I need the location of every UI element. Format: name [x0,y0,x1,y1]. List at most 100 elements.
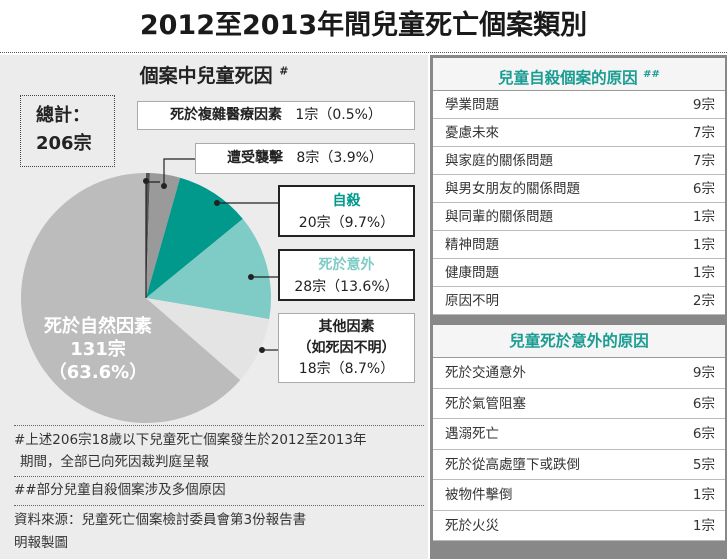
row-value: 9宗 [692,97,715,113]
table-row: 與同輩的關係問題 1宗 [433,203,725,231]
table-row: 憂慮未來 7宗 [433,119,725,147]
row-value: 1宗 [692,209,715,225]
table-row: 原因不明 2宗 [433,287,725,315]
leader-dot [259,347,265,353]
label-natural: 死於自然因素 131宗 （63.6%） [18,315,178,384]
table-row: 精神問題 1宗 [433,231,725,259]
pie-slice [146,298,270,381]
slice-name: 死於複雜醫療因素 [170,107,283,123]
row-value: 1宗 [692,237,715,253]
divider [14,505,424,506]
row-label: 健康問題 [445,265,499,281]
row-value: 7宗 [692,125,715,141]
slice-pct: （3.9%） [319,150,383,166]
table-row: 與家庭的關係問題 7宗 [433,147,725,175]
divider [14,425,424,426]
table-row: 死於火災 1宗 [433,511,725,541]
row-value: 2宗 [692,293,715,309]
leader-dot [248,274,254,280]
table-row: 被物件擊倒 1宗 [433,480,725,511]
table-header: 兒童死於意外的原因 [433,325,725,358]
row-label: 遇溺死亡 [445,426,499,442]
footnote: #上述206宗18歲以下兒童死亡個案發生於2012至2013年 [14,432,367,448]
row-value: 1宗 [692,517,715,534]
slice-name: 死於自然因素 [44,316,152,337]
table-title: 兒童自殺個案的原因 [498,69,638,88]
pie-slice [146,173,150,298]
row-value: 6宗 [692,181,715,197]
footnote-mark: ## [643,69,660,80]
chart-title-text: 個案中兒童死因 [139,65,273,87]
row-value: 9宗 [692,365,715,381]
row-label: 死於從高處墮下或跌倒 [445,456,580,473]
row-value: 1宗 [692,265,715,281]
row-value: 1宗 [692,487,715,503]
slice-count: 28宗 [294,279,327,295]
slice-name: 死於意外 [318,257,375,273]
row-value: 7宗 [692,153,715,169]
divider [0,52,727,53]
label-medical: 死於複雜醫療因素 1宗（0.5%） [137,101,415,130]
label-other: 其他因素 （如死因不明） 18宗（8.7%） [278,313,415,383]
row-label: 原因不明 [445,293,499,309]
row-value: 5宗 [692,456,715,473]
label-accident: 死於意外 28宗（13.6%） [278,249,415,301]
row-label: 精神問題 [445,237,499,253]
row-label: 死於火災 [445,517,499,534]
slice-pct: （8.7%） [330,361,395,377]
leader-line [163,158,195,186]
label-suicide: 自殺 20宗（9.7%） [278,185,415,237]
table-row: 與男女朋友的關係問題 6宗 [433,175,725,203]
divider [14,476,424,477]
suicide-table: 兒童自殺個案的原因 ## 學業問題 9宗憂慮未來 7宗與家庭的關係問題 7宗與男女朋友… [433,58,725,315]
table-row: 健康問題 1宗 [433,259,725,287]
row-label: 死於交通意外 [445,365,526,381]
page-title: 2012至2013年間兒童死亡個案類別 [139,10,588,41]
tables-panel: 兒童自殺個案的原因 ## 學業問題 9宗 憂慮未來 7宗 與家庭的關係問題 7宗 與男女朋友… [430,55,727,559]
pie-slice [146,177,243,298]
table-row: 死於氣管阻塞 6宗 [433,389,725,419]
accident-table: 兒童死於意外的原因 死於交通意外 9宗 死於氣管阻塞 6宗 遇溺死亡 6宗 死於從高處墮下或… [433,325,725,541]
slice-name: 自殺 [332,193,361,209]
pie-slice [146,218,271,320]
slice-sub: （如死因不明） [297,340,396,356]
total-label: 總計： [36,105,90,126]
source: 資料來源：兒童死亡個案檢討委員會第3份報告書 [14,512,307,528]
table-row: 遇溺死亡 6宗 [433,419,725,450]
footnote-mark: # [279,64,289,78]
table-header: 兒童自殺個案的原因 ## [433,58,725,91]
leader-dot [161,183,167,189]
total-value: 206宗 [36,133,92,154]
row-label: 死於氣管阻塞 [445,395,526,412]
footnote: 期間，全部已向死因裁判庭呈報 [20,454,209,470]
leader-dot [143,178,149,184]
slice-count: 1宗 [295,107,319,123]
footnote: ##部分兒童自殺個案涉及多個原因 [14,482,226,498]
pie-panel: 個案中兒童死因 # 總計： 206宗 死於複雜醫療因素 1宗（0.5%） 遭受襲擊… [0,55,428,559]
row-label: 學業問題 [445,97,499,113]
table-row: 死於從高處墮下或跌倒 5宗 [433,450,725,480]
chart-title: 個案中兒童死因 # [0,61,428,88]
slice-pct: （13.6%） [326,279,399,295]
pie-slice [146,173,181,298]
total-box: 總計： 206宗 [20,95,115,167]
table-row: 死於交通意外 9宗 [433,358,725,389]
row-value: 6宗 [692,426,715,442]
label-assault: 遭受襲擊 8宗（3.9%） [195,143,415,174]
row-label: 被物件擊倒 [445,487,513,503]
slice-name: 其他因素 [318,319,375,335]
slice-name: 遭受襲擊 [227,150,284,166]
slice-pct: （63.6%） [48,362,148,383]
pie-slice [20,173,241,423]
pie-chart [20,158,278,423]
slice-count: 20宗 [298,215,331,231]
row-value: 6宗 [692,395,715,412]
slice-count: 131宗 [70,339,126,360]
table-row: 學業問題 9宗 [433,91,725,119]
slice-count: 18宗 [298,361,331,377]
slice-count: 8宗 [296,150,320,166]
credit: 明報製圖 [14,535,68,551]
row-label: 與家庭的關係問題 [445,153,553,169]
row-label: 與男女朋友的關係問題 [445,181,580,197]
leader-dot [214,200,220,206]
